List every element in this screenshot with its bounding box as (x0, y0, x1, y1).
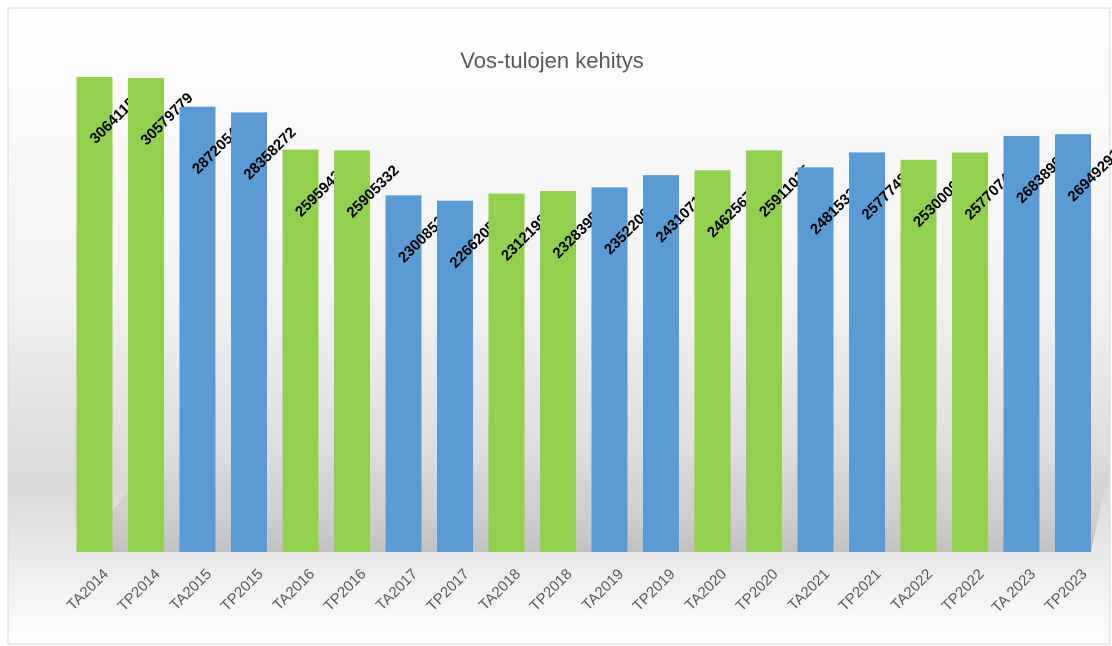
bar (437, 200, 473, 552)
bar (1003, 135, 1040, 552)
bar (952, 152, 988, 552)
bar (488, 193, 525, 552)
bar (334, 150, 370, 552)
bar (746, 150, 782, 553)
bar (76, 77, 113, 552)
bar (1055, 134, 1091, 552)
bar (385, 195, 422, 553)
bar (900, 159, 937, 552)
bar (540, 191, 576, 552)
bar (179, 106, 216, 552)
bar (643, 175, 679, 552)
bar (282, 149, 319, 552)
bar (128, 77, 164, 553)
bar (694, 170, 731, 552)
bar (849, 152, 885, 552)
chart-title: Vos-tulojen kehitys (460, 48, 643, 73)
bar (797, 167, 834, 552)
bar (231, 112, 267, 552)
bar (591, 187, 628, 552)
